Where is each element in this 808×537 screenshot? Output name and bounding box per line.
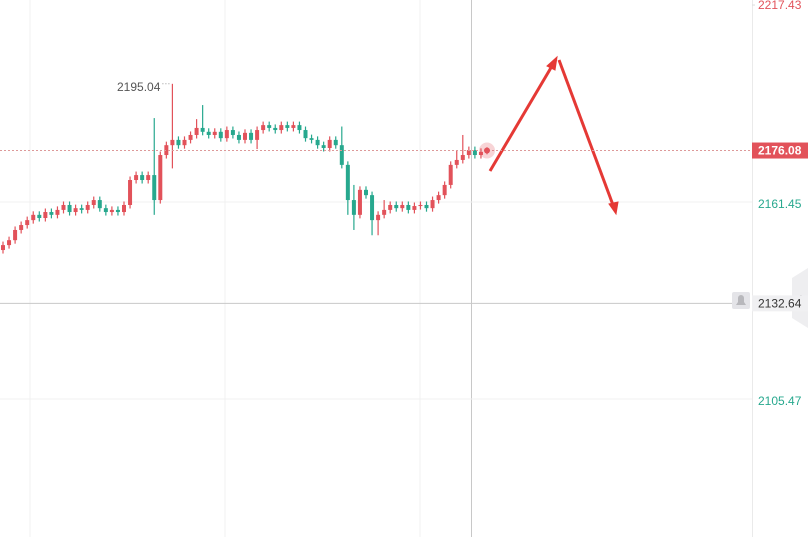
candle-body [134,175,139,181]
candle-body [454,159,459,165]
candle-body [273,127,278,131]
candle-body [170,139,175,146]
candle-body [315,139,320,146]
max-label: 2195.04 [117,80,161,94]
candle-body [357,189,362,215]
candle-body [448,164,453,185]
candle-body [212,131,217,135]
candle-body [176,139,181,146]
candle-body [236,134,241,140]
candle-body [442,184,447,196]
bell-icon[interactable] [736,295,746,305]
candle-body [122,204,126,213]
candle-body [327,139,332,148]
crosshair-box [752,295,808,312]
candle-body [406,204,411,210]
candle-body [37,214,42,219]
candle-body [297,125,302,131]
candle-body [158,155,163,201]
candle-body [230,130,235,135]
candle-body [7,240,12,246]
y-tick-label: 2105.47 [758,394,802,408]
candle-body [424,204,429,209]
candle-body [109,209,114,213]
candle-body [472,150,477,156]
candle-body [115,209,120,213]
candle-body [164,145,169,156]
candle-body [388,204,393,210]
candle-body [291,125,296,128]
candle-body [61,204,66,210]
candle-body [218,131,223,139]
candle-body [394,204,399,209]
candle-body [25,220,30,226]
candle-body [412,206,417,210]
candle-body [85,204,90,210]
candle-body [194,127,199,135]
candle-body [376,214,381,221]
candle-body [400,204,405,209]
candle-body [285,125,290,128]
candle-body [243,132,247,140]
candle-body [436,195,441,201]
candle-body [261,125,266,131]
candle-body [182,139,187,146]
arrow-head [608,201,619,216]
candle-body [200,127,205,132]
candle-body [339,145,344,165]
candle-body [206,131,211,135]
candle-body [418,204,423,207]
candle-body [43,212,48,219]
candle-body [345,164,350,201]
candle-body [279,125,284,131]
candle-body [267,125,272,128]
candle-body [321,145,326,148]
candle-body [1,245,5,251]
candle-body [430,200,435,209]
candle-body [91,200,96,205]
candle-body [309,138,314,140]
candle-body [382,209,387,215]
candle-body [19,225,24,230]
last-price-label: 2176.08 [758,144,802,158]
candle-body [188,134,193,140]
candle-body [249,132,254,140]
candle-body [224,130,229,139]
candle-body [128,180,133,205]
candle-body [146,175,151,181]
top-price-label: 2217.43 [758,0,802,12]
candle-body [478,151,483,156]
candle-body [255,130,260,140]
candle-body [55,209,60,215]
last-price-dot [484,147,490,154]
vertical-grid [29,0,421,537]
candle-body [460,155,465,160]
candle-body [73,208,78,213]
candle-body [31,214,36,221]
trend-arrows [488,55,619,216]
arrow-up [488,65,554,172]
plot [0,83,752,400]
candle-body [370,195,375,221]
candle-body [67,204,72,213]
candle-body [140,175,145,181]
candle-body [79,208,84,210]
candle-body [97,200,102,209]
candle-body [333,139,338,146]
candle-body [303,130,308,139]
arrow-head [546,55,558,71]
candle-body [466,150,471,156]
last-price-box [752,142,808,159]
candle-body [351,200,356,215]
crosshair-label: 2132.64 [758,297,802,311]
candle-body [152,175,157,201]
arrow-down [557,59,615,206]
candle-body [364,189,368,196]
candle-body [103,208,108,213]
y-tick-label: 2161.45 [758,197,802,211]
candle-body [13,229,18,241]
candle-body [49,212,54,215]
